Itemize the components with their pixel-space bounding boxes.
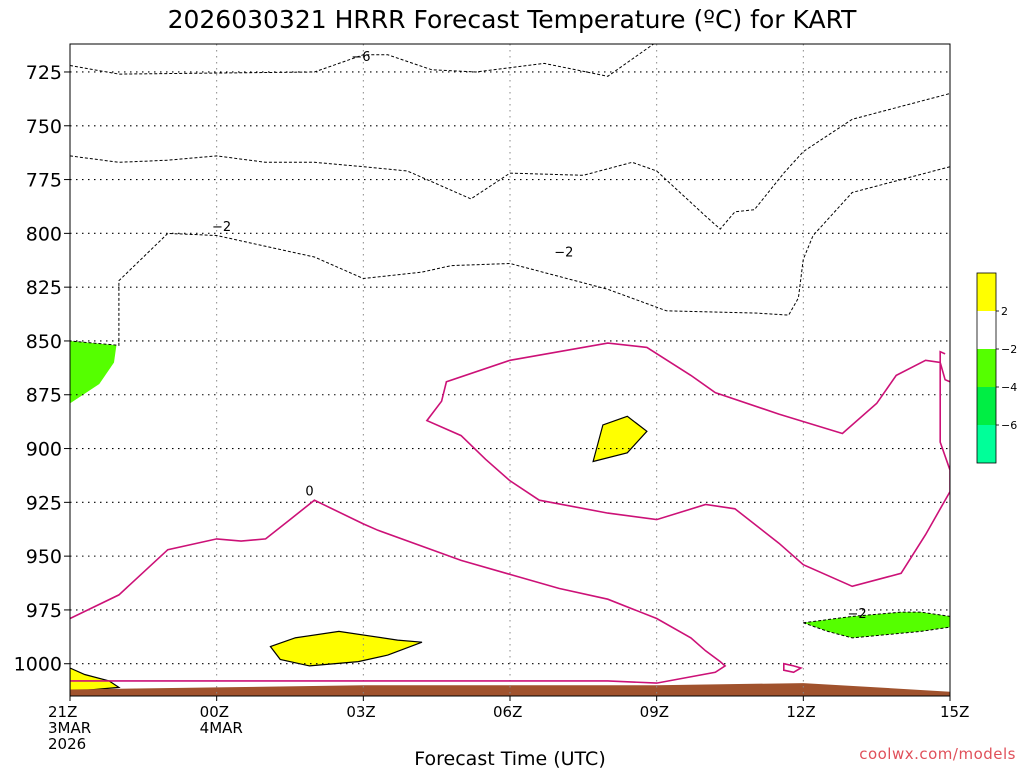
legend-swatch [977,387,996,425]
x-tick-label: 12Z [786,703,815,721]
y-tick-label: 950 [26,546,62,568]
legend-swatch [977,311,996,349]
legend-tick-label: −6 [1001,419,1017,432]
y-tick-label: 1000 [14,654,62,676]
temperature-fills [70,44,950,696]
zero-line-lower [70,499,727,684]
x-tick-label: 21Z [48,703,77,721]
contour-label: 0 [305,485,313,500]
x-tick-label: 15Z [940,703,969,721]
y-tick-label: 850 [26,331,62,353]
legend-tick-label: 2 [1001,305,1008,318]
contour-line-minus4 [70,93,950,230]
zero-line-right-edge [939,350,950,383]
color-legend: 2 −2 −4 −6 [976,272,1017,464]
zero-line-small-loop [782,662,803,674]
y-tick-label: 925 [26,492,62,514]
y-tick-label: 825 [26,277,62,299]
contour-label: −2 [848,607,867,622]
region-minus2-low-left [70,341,117,404]
y-tick-label: 775 [26,170,62,192]
x-tick-label: 2026 [48,735,86,753]
plot-area: −6 −2 −2 0 −2 [70,44,950,696]
legend-swatch [977,425,996,463]
x-tick-label: 03Z [346,703,375,721]
y-tick-label: 900 [26,439,62,461]
x-tick-label: 06Z [493,703,522,721]
ground-surface [70,683,950,696]
zero-line-upper [425,342,950,588]
contour-label: −2 [212,220,231,235]
contour-label: −2 [554,246,573,261]
contour-label: −6 [351,50,370,65]
grid-lines [70,44,950,696]
region-green-low-right [803,612,950,638]
x-tick-label: 3MAR [48,719,91,737]
contour-labels: −6 −2 −2 0 −2 [212,50,867,622]
y-tick-label: 800 [26,223,62,245]
region-warm-mid [592,415,648,463]
contour-line-minus2 [70,166,950,408]
x-tick-label: 00Z [200,703,229,721]
x-tick-label: 4MAR [200,719,243,737]
contour-lines [70,44,950,684]
legend-frame [976,272,997,464]
y-tick-label: 750 [26,116,62,138]
region-minus2-0 [70,44,950,696]
contour-line-minus2-low-right [803,611,950,639]
legend-tick-label: −2 [1001,343,1017,356]
y-axis: 725 750 775 800 825 850 875 900 925 950 975 1000 [14,62,70,676]
y-tick-label: 875 [26,385,62,407]
y-tick-label: 725 [26,62,62,84]
region-warm-near-surface [269,630,423,667]
contour-line-minus6 [70,44,655,77]
credit-text: coolwx.com/models [859,745,1016,763]
x-axis-label: Forecast Time (UTC) [414,748,605,768]
chart-title: 2026030321 HRRR Forecast Temperature (ºC… [168,5,858,34]
x-tick-label: 09Z [640,703,669,721]
legend-swatch [977,273,996,311]
legend-tick-label: −4 [1001,381,1017,394]
region-warm-low-left [70,667,121,693]
legend-swatch [977,349,996,387]
y-tick-label: 975 [26,600,62,622]
